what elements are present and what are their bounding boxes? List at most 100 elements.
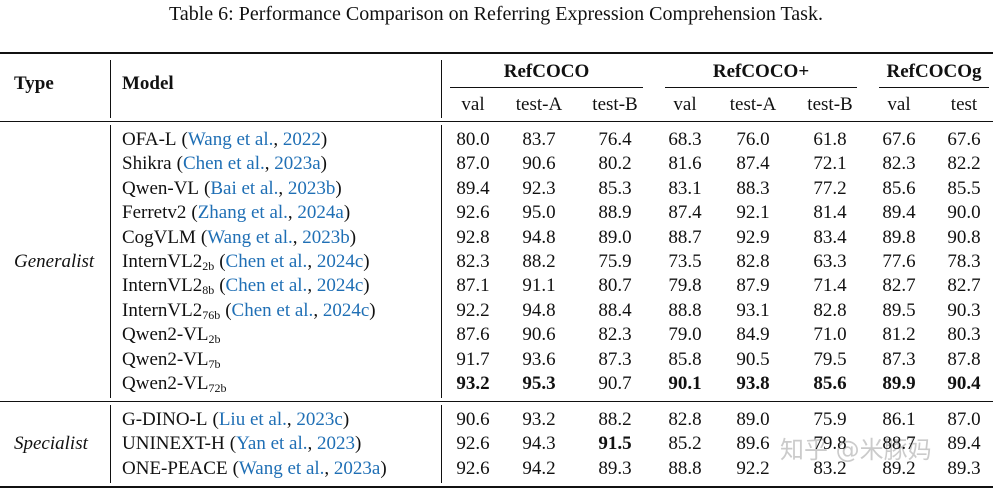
- rule: [441, 60, 442, 118]
- value-cell: 82.8: [813, 299, 847, 321]
- header-model: Model: [122, 73, 174, 94]
- value-cell: 87.0: [456, 153, 490, 175]
- citation-punct: ): [320, 153, 327, 175]
- citation-link: Wang et al.: [187, 129, 274, 150]
- section-label: Specialist: [14, 433, 88, 455]
- citation: (Wang et al., 2023b): [201, 227, 356, 248]
- value-cell: 79.5: [813, 348, 847, 370]
- value-cell: 81.4: [813, 202, 847, 224]
- model-size: 2b: [202, 259, 215, 273]
- citation-link: 2023b: [287, 177, 336, 199]
- value-cell: 90.7: [598, 373, 632, 394]
- citation-punct: ): [369, 299, 376, 321]
- citation: (Bai et al., 2023b): [204, 178, 342, 199]
- model-cell: Qwen2-VL2b: [122, 324, 221, 346]
- value-cell: 94.2: [522, 457, 556, 479]
- watermark: 知乎 @米豚妈: [780, 436, 932, 464]
- citation: (Wang et al., 2023a): [233, 458, 387, 479]
- model-name: InternVL2: [122, 299, 203, 321]
- value-cell: 71.4: [813, 275, 847, 297]
- citation-punct: (: [181, 129, 188, 150]
- citation-punct: ): [335, 177, 342, 199]
- citation-punct: ,: [273, 129, 283, 150]
- citation-link: Liu et al.: [218, 409, 287, 430]
- value-cell: 89.4: [882, 202, 916, 224]
- model-name: UNINEXT-H: [122, 433, 225, 455]
- citation-punct: ,: [278, 177, 288, 199]
- value-cell: 92.6: [456, 202, 490, 224]
- value-cell: 88.2: [522, 251, 556, 272]
- citation: (Liu et al., 2023c): [212, 409, 349, 430]
- value-cell: 82.3: [598, 324, 632, 346]
- citation-link: 2024c: [316, 251, 364, 272]
- value-cell: 67.6: [882, 129, 916, 150]
- citation-link: 2024a: [297, 202, 344, 224]
- citation-link: 2022: [282, 129, 321, 150]
- value-cell: 72.1: [813, 153, 847, 175]
- group-header: RefCOCO: [503, 61, 590, 82]
- value-cell: 80.2: [598, 153, 632, 175]
- value-cell: 88.8: [668, 457, 702, 479]
- value-cell: 78.3: [947, 251, 981, 272]
- citation-punct: ,: [307, 275, 317, 297]
- value-cell: 61.8: [813, 129, 847, 150]
- rule: [665, 87, 857, 88]
- value-cell: 87.1: [456, 275, 490, 297]
- value-cell: 94.8: [522, 226, 556, 248]
- citation-punct: ,: [324, 457, 334, 479]
- value-cell: 79.0: [668, 324, 702, 346]
- value-cell: 87.8: [947, 348, 981, 370]
- value-cell: 73.5: [668, 251, 702, 272]
- citation-link: Chen et al.: [231, 299, 314, 321]
- model-cell: Qwen2-VL72b: [122, 373, 227, 395]
- value-cell: 82.2: [947, 153, 981, 175]
- value-cell: 83.7: [522, 129, 556, 150]
- citation-punct: ,: [264, 153, 275, 175]
- value-cell: 92.1: [736, 202, 770, 224]
- model-name: Shikra: [122, 153, 172, 175]
- citation-punct: ): [349, 226, 357, 248]
- value-cell: 89.5: [882, 299, 916, 321]
- value-cell: 85.6: [813, 373, 847, 394]
- column-header: test-A: [515, 94, 563, 115]
- model-size: 7b: [208, 356, 221, 371]
- model-name: CogVLM: [122, 226, 196, 248]
- value-cell: 89.3: [598, 457, 632, 479]
- value-cell: 77.6: [882, 251, 916, 272]
- value-cell: 82.3: [456, 251, 490, 272]
- value-cell: 89.0: [598, 226, 632, 248]
- citation-link: 2023a: [333, 457, 381, 479]
- value-cell: 76.4: [598, 129, 632, 150]
- value-cell: 90.8: [947, 226, 981, 248]
- model-name: Qwen2-VL: [122, 373, 209, 394]
- model-cell: InternVL28b (Chen et al., 2024c): [122, 275, 370, 297]
- value-cell: 84.9: [736, 324, 770, 346]
- value-cell: 95.3: [522, 373, 556, 394]
- value-cell: 93.2: [522, 409, 556, 430]
- value-cell: 91.5: [598, 433, 632, 455]
- model-name: InternVL2: [122, 275, 203, 297]
- citation-link: Yan et al.: [236, 433, 308, 455]
- citation-punct: (: [191, 202, 198, 224]
- value-cell: 85.2: [668, 433, 702, 455]
- citation-punct: ): [342, 409, 350, 430]
- value-cell: 88.2: [598, 409, 632, 430]
- column-header: test-A: [729, 94, 777, 115]
- value-cell: 93.1: [736, 299, 770, 321]
- value-cell: 81.2: [882, 324, 916, 346]
- value-cell: 63.3: [813, 251, 847, 272]
- rule: [0, 52, 993, 54]
- value-cell: 87.0: [947, 409, 981, 430]
- model-cell: InternVL22b (Chen et al., 2024c): [122, 251, 370, 273]
- citation-punct: (: [229, 433, 237, 455]
- column-header: val: [673, 94, 697, 115]
- citation-punct: ,: [313, 299, 323, 321]
- value-cell: 87.9: [736, 275, 770, 297]
- value-cell: 90.6: [456, 409, 490, 430]
- value-cell: 80.3: [947, 324, 981, 346]
- model-name: ONE-PEACE: [122, 457, 228, 479]
- group-header: RefCOCOg: [886, 61, 982, 82]
- citation-link: Wang et al.: [207, 226, 293, 248]
- model-name: Qwen-VL: [122, 177, 200, 199]
- value-cell: 90.6: [522, 153, 556, 175]
